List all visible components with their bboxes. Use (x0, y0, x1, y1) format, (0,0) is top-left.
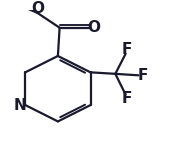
Text: F: F (138, 68, 148, 83)
Text: O: O (87, 20, 100, 35)
Text: O: O (31, 1, 44, 16)
Text: F: F (121, 42, 132, 57)
Text: N: N (14, 98, 27, 113)
Text: F: F (121, 91, 132, 106)
